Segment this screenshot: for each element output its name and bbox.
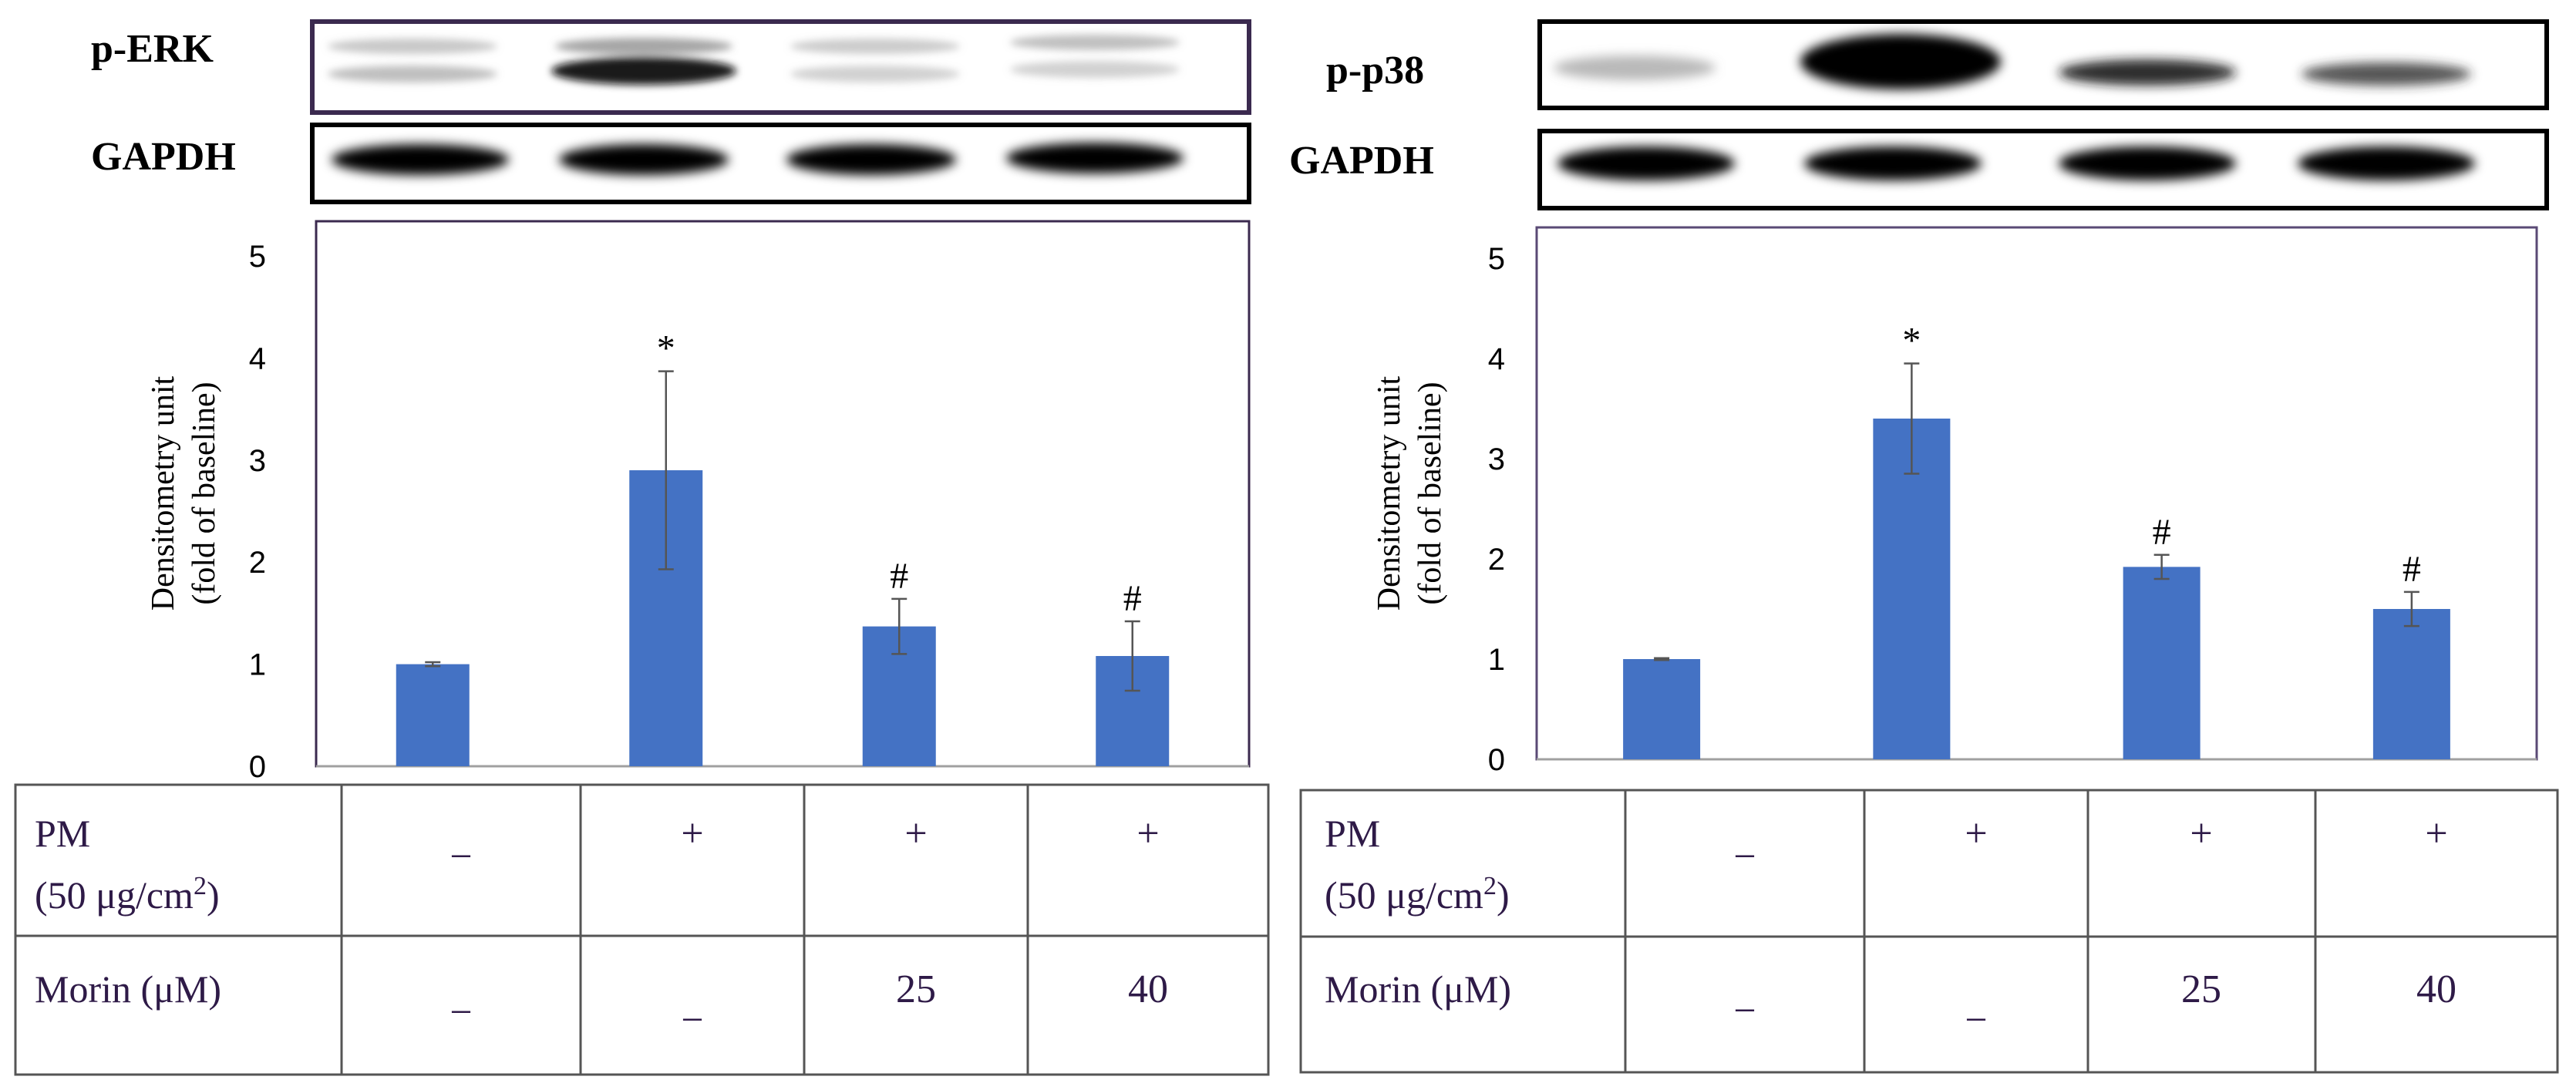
blot-band: [790, 66, 960, 82]
morin-cell: −: [681, 998, 703, 1042]
pm-cell: +: [1136, 812, 1159, 856]
bar: [396, 664, 470, 766]
blot-band: [2059, 146, 2236, 180]
bar-chart-b: 0 1 2 3 4 5 Densitometry unit (fold of baseli…: [1372, 226, 2538, 777]
y-axis-label-line-2: (fold of baseline): [1413, 382, 1448, 604]
pm-cell: +: [2190, 812, 2212, 856]
y-tick-label: 4: [249, 341, 266, 375]
morin-cell: 25: [2181, 967, 2221, 1011]
row-label-pm: PM: [1325, 812, 1380, 855]
blot-band: [1800, 34, 2001, 89]
table-frame: [1299, 789, 2559, 1074]
bar-chart-a: 0 1 2 3 4 5 Densitometry unit (fold of baseli…: [146, 220, 1251, 784]
bar-series: * # #: [1623, 321, 2450, 759]
blot-band: [1557, 146, 1735, 180]
blot-band: [555, 38, 732, 55]
pm-cell: +: [2425, 812, 2447, 856]
y-tick-label: 2: [1488, 543, 1505, 577]
target-protein-label: p-p38: [1326, 49, 1424, 93]
y-tick-label: 3: [249, 444, 266, 478]
blot-bands: [1557, 146, 2475, 180]
blot-band: [1804, 146, 1982, 180]
significance-hash: #: [890, 556, 908, 597]
pm-cell: +: [1965, 812, 1987, 856]
blot-band: [1006, 143, 1184, 173]
significance-hash: #: [2403, 549, 2421, 590]
morin-cell: −: [1965, 998, 1987, 1042]
bar: [2372, 609, 2450, 759]
row-label-morin: Morin (μM): [35, 967, 221, 1011]
blot-band: [2059, 59, 2236, 86]
significance-asterisk: *: [1902, 321, 1921, 362]
blot-band: [2302, 62, 2471, 86]
morin-cell: −: [1733, 989, 1756, 1033]
pm-cell: +: [904, 812, 927, 856]
row-label-pm-dose: (50 μg/cm2): [1325, 872, 1510, 917]
blot-band: [2298, 146, 2475, 180]
treatment-table-a: PM (50 μg/cm2) Morin (μM) − + + + − − 25…: [14, 783, 1270, 1076]
significance-hash: #: [1123, 578, 1142, 619]
y-tick-label: 0: [249, 750, 266, 784]
blot-band: [328, 39, 497, 54]
y-axis-label-line-2: (fold of baseline): [187, 382, 222, 604]
blot-bands: [332, 143, 1184, 175]
row-label-pm-dose: (50 μg/cm2): [35, 872, 220, 917]
morin-cell: −: [450, 991, 472, 1034]
blot-band: [1010, 61, 1180, 78]
y-tick-label: 0: [1488, 743, 1505, 777]
morin-cell: 40: [2416, 967, 2456, 1011]
table-frame: [14, 783, 1270, 1076]
blot-band: [328, 66, 497, 82]
western-blot-p-p38: [1537, 19, 2549, 110]
y-tick-labels: 0 1 2 3 4 5: [1488, 242, 1505, 777]
y-tick-label: 5: [249, 240, 266, 274]
y-tick-labels: 0 1 2 3 4 5: [249, 240, 266, 784]
western-blot-p-erk: [310, 19, 1251, 115]
bar-series: * # #: [396, 328, 1170, 766]
y-tick-label: 4: [1488, 342, 1505, 376]
y-tick-label: 1: [1488, 643, 1505, 677]
blot-band: [1554, 56, 1716, 80]
panel-a: p-ERK GAPDH: [14, 19, 1270, 1076]
blot-bands: [1554, 34, 2471, 89]
western-blot-gapdh-b: [1537, 129, 2549, 210]
blot-band: [559, 144, 729, 175]
target-protein-label: p-ERK: [91, 27, 214, 71]
y-tick-label: 3: [1488, 442, 1505, 476]
pm-cell: −: [1733, 835, 1756, 879]
western-blot-gapdh-a: [310, 123, 1251, 204]
plot-frame: [315, 220, 1251, 768]
blot-band: [551, 57, 736, 85]
row-label-pm: PM: [35, 812, 90, 855]
blot-band: [332, 144, 509, 175]
significance-hash: #: [2153, 512, 2171, 553]
y-tick-label: 5: [1488, 242, 1505, 276]
plot-frame: [1535, 226, 2538, 761]
pm-cell: −: [450, 835, 472, 879]
morin-cell: 40: [1128, 967, 1168, 1011]
y-axis-label-line-1: Densitometry unit: [146, 375, 181, 611]
y-tick-label: 1: [249, 648, 266, 682]
blot-band: [1010, 35, 1180, 50]
blot-band: [786, 144, 956, 175]
panel-b: p-p38 GAPDH 0 1 2 3 4 5: [1289, 19, 2559, 1074]
row-label-morin: Morin (μM): [1325, 967, 1511, 1011]
pm-cell: +: [681, 812, 703, 856]
y-tick-label: 2: [249, 546, 266, 580]
morin-cell: 25: [896, 967, 936, 1011]
treatment-table-b: PM (50 μg/cm2) Morin (μM) − + + + − − 25…: [1299, 789, 2559, 1074]
significance-asterisk: *: [657, 328, 675, 369]
blot-bands: [328, 35, 1180, 85]
y-axis-label-line-1: Densitometry unit: [1372, 375, 1407, 611]
bar: [1623, 659, 1701, 759]
loading-control-label: GAPDH: [1289, 139, 1434, 183]
bar: [1873, 419, 1951, 759]
bar: [2123, 567, 2201, 759]
blot-band: [790, 39, 960, 54]
loading-control-label: GAPDH: [91, 135, 236, 179]
